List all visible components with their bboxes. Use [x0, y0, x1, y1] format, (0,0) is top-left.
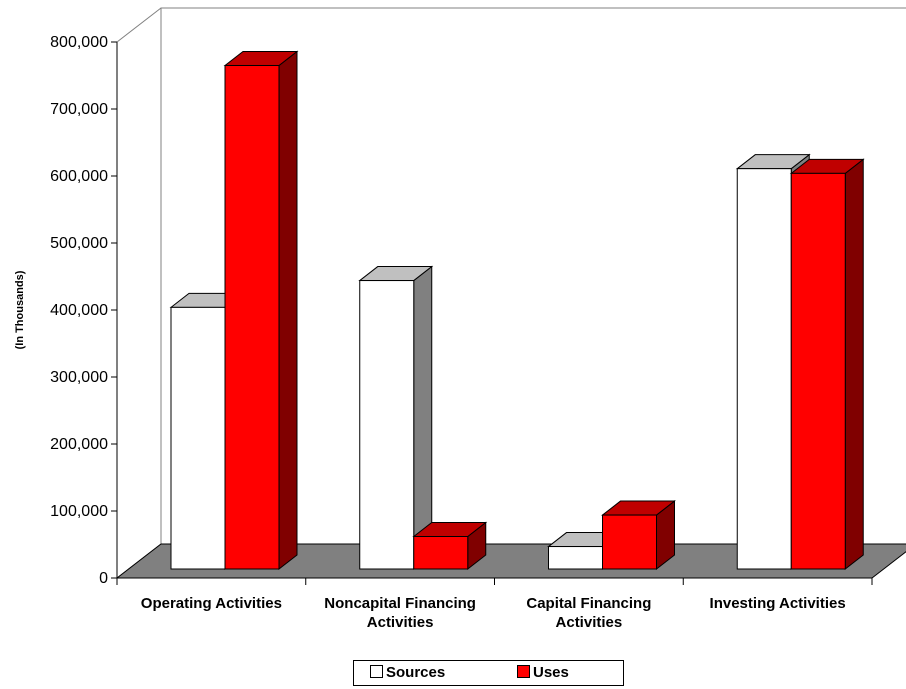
legend-item-uses: Uses [517, 665, 569, 681]
y-tick-label: 700,000 [50, 101, 108, 118]
wall-top-edge [116, 7, 162, 43]
y-tick-label: 600,000 [50, 168, 108, 185]
chart-labels: (In Thousands) Operating Activities Noncap… [14, 270, 846, 631]
chart-axes: 0 100,000 200,000 300,000 400,000 500,000 600,… [50, 34, 873, 587]
legend-label-sources: Sources [386, 664, 446, 681]
y-tick-label: 0 [99, 570, 108, 587]
x-category-label: Operating Activities [141, 595, 282, 612]
bar-uses [413, 536, 469, 570]
y-tick-label: 100,000 [50, 503, 108, 520]
y-tick-label: 800,000 [50, 34, 108, 51]
chart-bars [169, 50, 865, 571]
x-category-label: Investing Activities [710, 595, 846, 612]
bar-side-uses [278, 50, 298, 571]
y-tick-label: 400,000 [50, 302, 108, 319]
bar-sources [548, 546, 603, 570]
y-tick-label: 200,000 [50, 436, 108, 453]
chart-legend: Sources Uses [353, 660, 624, 686]
legend-swatch-uses [517, 665, 530, 678]
x-category-label: Noncapital Financing Activities [324, 595, 476, 631]
bar-sources [736, 168, 792, 570]
legend-swatch-sources [370, 665, 383, 678]
y-tick-label: 300,000 [50, 369, 108, 386]
bar-sources [170, 306, 226, 570]
y-axis-label: (In Thousands) [14, 270, 26, 349]
y-tick-label: 500,000 [50, 235, 108, 252]
bar-uses [790, 172, 846, 570]
legend-item-sources: Sources [370, 665, 445, 681]
legend-label-uses: Uses [533, 664, 569, 681]
bar-uses [602, 514, 657, 570]
bar-uses [224, 64, 280, 570]
bar-sources [359, 280, 415, 570]
x-category-label: Capital Financing Activities [526, 595, 651, 631]
bar-side-uses [844, 158, 864, 571]
bar-side-sources [413, 265, 433, 571]
